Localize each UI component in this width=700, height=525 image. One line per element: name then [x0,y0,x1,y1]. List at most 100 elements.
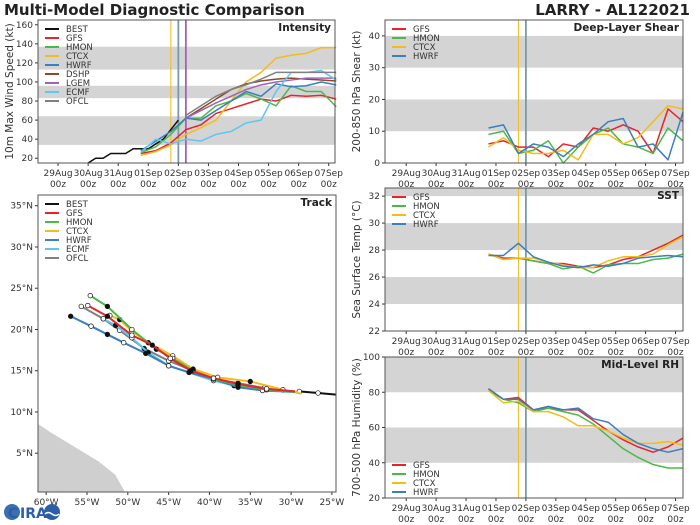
y-tick-label: 22 [369,327,380,337]
series-line-ctcx [488,235,684,269]
y-tick-label: 40 [369,32,381,42]
y-tick-label: 15°N [10,367,33,377]
x-tick-label: 29Aug [392,504,421,514]
series-line-hmon [488,389,683,469]
legend-label-ctcx: CTCX [66,52,89,62]
x-tick-label: 06Sep [631,504,660,514]
y-tick-label: 25°N [10,284,33,294]
x-tick-label: 40°W [197,498,222,508]
y-axis-label: 700-500 hPa Humidity (%) [351,358,363,497]
x-tick-label: 00z [667,348,683,358]
track-point-hmon [129,326,135,333]
x-tick-label: 03Sep [542,337,571,347]
track-point-gfs [85,302,91,309]
y-tick-label: 20°N [10,325,33,335]
shaded-band [385,277,683,305]
series-line-dshp [185,77,337,119]
legend-label-hmon: HMON [66,218,93,228]
sst-panel: 22242628303229Aug00z30Aug00z31Aug00z01Se… [351,187,690,358]
x-tick-label: 01Sep [482,169,511,179]
cira-logo: C IRA [4,504,60,522]
legend-label-ctcx: CTCX [413,211,436,221]
x-tick-label: 03Sep [194,169,223,179]
track-point-hmon [87,293,93,299]
y-tick-label: 80 [22,97,34,107]
x-tick-label: 45°W [156,498,181,508]
track-point-gfs [263,386,270,392]
x-tick-label: 06Sep [284,169,313,179]
x-tick-label: 30°W [279,498,304,508]
y-tick-label: 100 [363,353,380,363]
panel-title: Track [301,197,333,209]
legend-label-gfs: GFS [413,25,430,35]
x-tick-label: 02Sep [512,169,541,179]
track-point-gfs [104,313,111,319]
legend-label-hmon: HMON [413,34,440,44]
shaded-band [385,99,683,132]
cira-logo-text: C [8,506,18,522]
x-tick-label: 00z [578,180,594,190]
track-point-ctcx [247,378,253,385]
x-tick-label: 29Aug [44,169,73,179]
x-tick-label: 07Sep [661,169,690,179]
track-point-gfs [235,381,241,387]
x-tick-label: 00z [608,348,624,358]
figure-title: Multi-Model Diagnostic Comparison [4,1,305,19]
x-tick-label: 00z [200,180,216,190]
series-line-gfs [488,388,684,453]
x-tick-label: 60°W [34,498,59,508]
y-tick-label: 60 [22,116,34,126]
x-tick-label: 05Sep [601,169,630,179]
legend-label-hwrf: HWRF [413,220,439,230]
x-tick-label: 30Aug [422,169,451,179]
track-panel: 5°N 10°N 15°N 20°N 25°N 30°N 35°N 60°W 55°W 50°W 4… [10,194,344,508]
shaded-band [385,188,683,197]
series-line-ctcx [488,105,684,161]
track-point-best [315,390,321,396]
track-point-hwrf [143,350,149,357]
legend-label-hwrf: HWRF [413,52,439,62]
legend-label-dshp: DSHP [66,70,89,80]
plot-frame [384,19,684,164]
series-line-ctcx [109,314,302,395]
x-tick-label: 30Aug [422,337,451,347]
x-tick-label: 07Sep [661,337,690,347]
y-axis-label: Sea Surface Temp (°C) [351,200,363,318]
intensity-panel: 2040608010012014016029Aug00z30Aug00z31Au… [4,19,344,190]
x-tick-label: 04Sep [224,169,253,179]
x-tick-label: 07Sep [661,504,690,514]
plot-frame [384,356,684,499]
legend-label-hmon: HMON [413,202,440,212]
legend-label-hmon: HMON [413,470,440,480]
x-tick-label: 50°W [115,498,140,508]
legend-label-ctcx: CTCX [413,43,436,53]
x-tick-label: 00z [518,180,534,190]
x-tick-label: 00z [140,180,156,190]
y-tick-label: 10°N [10,408,33,418]
panel-title: SST [657,190,680,202]
series-line-hmon [488,127,684,164]
x-tick-label: 00z [488,348,504,358]
y-tick-label: 30 [369,219,381,229]
x-tick-label: 00z [667,515,683,525]
x-tick-label: 00z [548,515,564,525]
y-axis-label: 200-850 hPa Shear (kt) [351,31,363,153]
series-line-hwrf [488,242,684,269]
x-tick-label: 07Sep [315,169,344,179]
series-line-gfs [140,94,337,155]
x-tick-label: 00z [170,180,186,190]
x-tick-label: 00z [578,515,594,525]
panel-title: Mid-Level RH [601,359,679,371]
x-tick-label: 00z [548,180,564,190]
series-line-hwrf [488,388,684,453]
legend-label-ctcx: CTCX [413,479,436,489]
x-tick-label: 30Aug [422,504,451,514]
x-tick-label: 00z [578,348,594,358]
x-tick-label: 00z [548,348,564,358]
legend-label-ecmf: ECMF [66,88,90,98]
x-tick-label: 02Sep [512,337,541,347]
track-point-hwrf [121,340,127,346]
x-tick-label: 01Sep [134,169,163,179]
panel-title: Intensity [278,22,331,34]
x-tick-label: 30Aug [74,169,103,179]
